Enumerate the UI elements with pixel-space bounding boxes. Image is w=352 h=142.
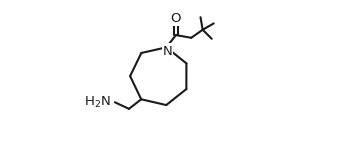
Text: H$_2$N: H$_2$N <box>84 94 111 109</box>
Text: O: O <box>171 12 181 25</box>
Text: N: N <box>163 45 172 58</box>
